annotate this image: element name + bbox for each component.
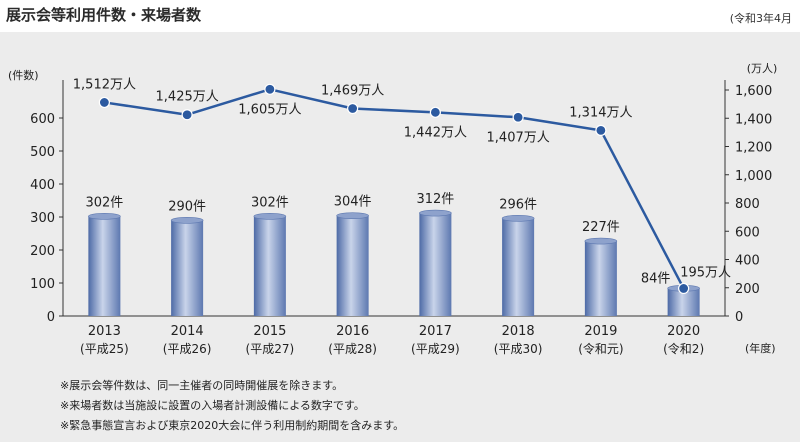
- left-axis-tick-label: 300: [30, 211, 55, 226]
- visitors-value-label: 1,469万人: [321, 84, 384, 99]
- bar-top: [336, 212, 369, 219]
- visitors-value-label: 1,407万人: [487, 130, 550, 145]
- left-axis-tick-label: 100: [30, 277, 55, 292]
- visitors-value-label: 195万人: [680, 265, 731, 280]
- x-axis-era-label: (令和2): [663, 341, 704, 356]
- visitors-point: [512, 111, 524, 123]
- bar-top: [253, 213, 287, 220]
- left-axis-tick-label: 400: [30, 178, 55, 193]
- x-axis-era-label: (平成25): [80, 342, 129, 356]
- bar: [336, 215, 369, 316]
- left-axis-tick-label: 600: [30, 112, 55, 127]
- bar: [88, 216, 121, 316]
- bar-value-label: 290件: [168, 199, 206, 214]
- x-axis-year-label: 2018: [502, 324, 535, 339]
- visitors-point: [264, 83, 276, 95]
- right-axis-tick-label: 200: [735, 282, 760, 297]
- visitors-value-label: 1,442万人: [404, 125, 467, 140]
- right-axis-tick-label: 800: [735, 197, 760, 212]
- visitors-value-label: 1,425万人: [156, 90, 219, 105]
- x-axis-year-label: 2016: [336, 324, 369, 339]
- bar-top: [170, 217, 204, 224]
- left-axis-tick-label: 0: [47, 310, 55, 325]
- right-axis-tick-label: 1,600: [735, 84, 772, 99]
- x-axis-year-label: 2013: [88, 324, 121, 339]
- right-axis-tick-label: 1,000: [735, 169, 772, 184]
- visitors-point: [347, 102, 359, 115]
- x-axis-year-label: 2020: [667, 324, 700, 339]
- x-axis-year-label: 2014: [171, 324, 204, 339]
- right-axis-tick-label: 400: [735, 254, 760, 269]
- x-axis-year-label: 2015: [253, 324, 286, 339]
- bar-value-label: 227件: [582, 220, 620, 235]
- date-note: (令和3年4月: [729, 12, 792, 25]
- x-axis-era-label: (平成30): [494, 342, 543, 356]
- x-axis-era-label: (平成28): [328, 342, 377, 356]
- visitors-point: [98, 96, 110, 109]
- x-axis-year-label: 2017: [419, 324, 452, 339]
- visitors-value-label: 1,605万人: [238, 102, 301, 117]
- footnote: ※緊急事態宣言および東京2020大会に伴う利用制約期間を含みます。: [60, 419, 405, 432]
- bar: [502, 218, 535, 316]
- visitors-point: [678, 282, 690, 295]
- visitors-value-label: 1,314万人: [569, 105, 632, 120]
- bar-top: [584, 237, 618, 245]
- x-axis-era-label: (平成29): [411, 342, 460, 356]
- left-axis-unit-label: (件数): [8, 69, 39, 82]
- right-axis-tick-label: 1,200: [735, 141, 772, 156]
- x-axis-unit-label: (年度): [745, 341, 776, 355]
- x-axis-era-label: (平成27): [246, 342, 295, 356]
- footnote: ※展示会等件数は、同一主催者の同時開催展を除きます。: [60, 379, 344, 392]
- bar-top: [88, 213, 121, 220]
- right-axis-tick-label: 0: [735, 310, 743, 325]
- bar: [171, 220, 204, 316]
- right-axis-unit-label: (万人): [747, 62, 778, 75]
- chart-panel: [0, 32, 800, 442]
- x-axis-year-label: 2019: [584, 324, 617, 339]
- visitors-value-label: 1,512万人: [73, 77, 136, 92]
- bar-top: [419, 209, 452, 217]
- x-axis-era-label: (令和元): [578, 341, 623, 356]
- left-axis-tick-label: 500: [30, 145, 55, 160]
- right-axis-tick-label: 1,400: [735, 112, 772, 127]
- footnote: ※来場者数は当施設に設置の入場者計測設備による数字です。: [60, 399, 365, 412]
- bar-top: [501, 215, 535, 222]
- bar: [253, 216, 286, 316]
- bar-value-label: 312件: [416, 192, 454, 207]
- visitors-point: [181, 109, 193, 121]
- visitors-point: [595, 124, 607, 136]
- x-axis-era-label: (平成26): [163, 342, 212, 356]
- footnotes: ※展示会等件数は、同一主催者の同時開催展を除きます。 ※来場者数は当施設に設置の…: [60, 376, 404, 436]
- bar-value-label: 304件: [334, 195, 372, 210]
- left-axis-tick-label: 200: [30, 244, 55, 259]
- right-axis-tick-label: 600: [735, 225, 760, 240]
- bar: [419, 213, 452, 316]
- visitors-line: [104, 88, 685, 290]
- bar-value-label: 302件: [85, 195, 123, 210]
- visitors-point: [429, 106, 441, 118]
- bar-value-label: 84件: [641, 271, 671, 286]
- bar-value-label: 296件: [499, 197, 537, 212]
- page-title: 展示会等利用件数・来場者数: [6, 6, 202, 24]
- bar-value-label: 302件: [251, 195, 289, 210]
- bar: [584, 241, 617, 316]
